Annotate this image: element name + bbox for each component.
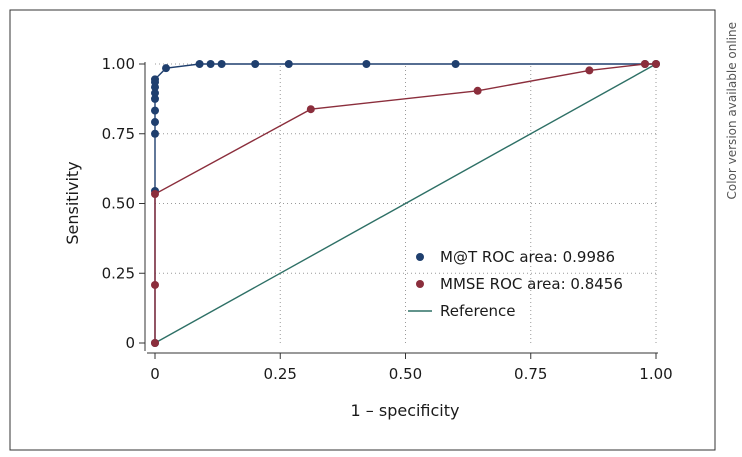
- data-point-s0: [217, 60, 226, 68]
- data-point-s0: [151, 118, 159, 127]
- legend-marker: [416, 280, 424, 288]
- data-point-s1: [151, 339, 159, 347]
- data-point-s1: [640, 60, 649, 68]
- data-point-s0: [151, 129, 159, 138]
- data-point-s0: [195, 60, 204, 68]
- x-tick-label: 0.25: [264, 365, 297, 383]
- grid-lines: [155, 63, 657, 343]
- legend: M@T ROC area: 0.9986 MMSE ROC area: 0.845…: [408, 248, 623, 320]
- legend-label: M@T ROC area: 0.9986: [440, 248, 615, 266]
- data-point-s0: [362, 60, 371, 68]
- chart-frame: [9, 9, 716, 451]
- y-tick-label: 0: [125, 334, 135, 352]
- axes: [139, 62, 658, 359]
- y-tick-label: 0.50: [102, 195, 135, 213]
- legend-label: Reference: [440, 302, 516, 320]
- data-point-s0: [151, 75, 159, 84]
- series-line-s1: [154, 63, 656, 343]
- x-axis-title: 1 – specificity: [351, 401, 460, 420]
- series-line-s2: [154, 63, 657, 344]
- data-point-s0: [206, 60, 215, 68]
- data-point-s1: [473, 86, 482, 95]
- data-point-s0: [284, 60, 293, 68]
- x-tick-label: 0: [150, 365, 160, 383]
- tick-labels: 0 0.25 0.50 0.75 1.00 0 0.25 0.50 0.75 1.00: [102, 55, 673, 383]
- y-axis-title: Sensitivity: [63, 161, 82, 244]
- data-point-s0: [151, 106, 159, 115]
- data-point-s0: [162, 64, 171, 73]
- y-tick-label: 1.00: [102, 55, 135, 73]
- x-tick-label: 0.75: [514, 365, 547, 383]
- y-tick-label: 0.25: [102, 264, 135, 282]
- y-tick-label: 0.75: [102, 125, 135, 143]
- data-point-s0: [251, 60, 260, 68]
- legend-marker: [416, 253, 424, 261]
- legend-label: MMSE ROC area: 0.8456: [440, 275, 623, 293]
- data-point-s1: [652, 60, 660, 68]
- x-tick-label: 0.50: [389, 365, 422, 383]
- data-point-s0: [151, 89, 159, 98]
- x-tick-label: 1.00: [639, 365, 672, 383]
- data-point-s0: [151, 94, 159, 103]
- data-point-s1: [585, 66, 594, 75]
- data-point-s1: [306, 105, 315, 114]
- series-group: [151, 60, 660, 347]
- data-point-s1: [151, 190, 159, 199]
- data-point-s1: [151, 280, 159, 289]
- side-note: Color version available online: [725, 22, 739, 200]
- data-point-s0: [451, 60, 460, 68]
